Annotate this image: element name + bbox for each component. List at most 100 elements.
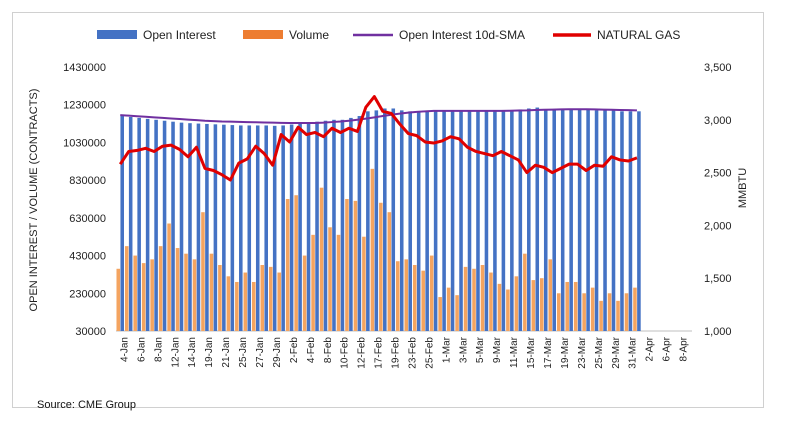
y-tick-label: 30000 bbox=[75, 326, 106, 338]
volume-bar bbox=[616, 300, 620, 331]
volume-bar bbox=[387, 212, 392, 331]
volume-bar bbox=[268, 266, 273, 331]
open-interest-bar bbox=[298, 123, 302, 331]
open-interest-bar bbox=[162, 120, 167, 331]
x-tick-label: 15-Mar bbox=[526, 336, 537, 368]
legend-label: Volume bbox=[289, 28, 329, 42]
volume-bar bbox=[446, 287, 451, 331]
volume-bar bbox=[582, 293, 586, 331]
volume-bar bbox=[523, 253, 527, 331]
volume-bar bbox=[243, 272, 248, 331]
open-interest-bar bbox=[628, 111, 633, 331]
x-tick-label: 9-Mar bbox=[492, 336, 503, 363]
open-interest-bar bbox=[484, 110, 489, 332]
volume-bar bbox=[167, 223, 171, 331]
x-tick-label: 23-Mar bbox=[577, 336, 588, 368]
open-interest-bar bbox=[450, 110, 455, 332]
volume-bar bbox=[235, 281, 239, 331]
volume-bar bbox=[497, 283, 502, 331]
x-tick-label: 21-Jan bbox=[221, 337, 232, 368]
volume-bar bbox=[328, 227, 332, 331]
volume-bar bbox=[480, 265, 485, 331]
open-interest-bar bbox=[577, 109, 582, 331]
open-interest-bar bbox=[586, 109, 590, 331]
open-interest-bar bbox=[357, 116, 362, 332]
open-interest-bar bbox=[560, 109, 565, 331]
open-interest-bar bbox=[611, 110, 616, 331]
y-tick-label: 630000 bbox=[69, 213, 106, 225]
open-interest-bar bbox=[594, 110, 599, 331]
x-tick-label: 8-Apr bbox=[679, 336, 690, 361]
volume-bar bbox=[133, 255, 137, 331]
open-interest-bar bbox=[535, 107, 540, 332]
volume-bar bbox=[590, 287, 595, 331]
volume-bar bbox=[175, 248, 180, 331]
open-interest-bar bbox=[281, 125, 285, 331]
open-interest-bar bbox=[501, 110, 506, 331]
x-tick-label: 6-Apr bbox=[662, 336, 673, 361]
volume-bar bbox=[514, 276, 519, 331]
volume-bar bbox=[353, 200, 358, 331]
x-tick-label: 27-Jan bbox=[255, 337, 266, 368]
legend-swatch bbox=[97, 30, 137, 39]
x-tick-label: 25-Feb bbox=[424, 337, 435, 369]
legend-label: Open Interest 10d-SMA bbox=[399, 28, 525, 42]
open-interest-bar bbox=[171, 121, 175, 331]
volume-bar bbox=[277, 272, 281, 331]
volume-bar bbox=[455, 295, 459, 331]
volume-bar bbox=[421, 270, 425, 331]
x-tick-label: 17-Mar bbox=[543, 336, 554, 368]
volume-bar bbox=[362, 236, 366, 331]
volume-bars bbox=[116, 168, 637, 331]
x-tick-label: 12-Jan bbox=[170, 337, 181, 368]
volume-bar bbox=[124, 246, 129, 331]
volume-bar bbox=[565, 281, 569, 331]
y-tick-label: 230000 bbox=[69, 288, 106, 300]
volume-bar bbox=[463, 266, 468, 331]
open-interest-bar bbox=[145, 118, 150, 331]
open-interest-bar bbox=[222, 124, 226, 332]
volume-bar bbox=[540, 278, 544, 331]
y2-tick-label: 2,000 bbox=[704, 220, 732, 232]
volume-bar bbox=[472, 268, 476, 331]
chart: Open Interest Volume Open Interest 10d-SMA… bbox=[28, 28, 749, 369]
volume-bar bbox=[260, 265, 265, 331]
legend-label: Open Interest bbox=[143, 28, 216, 42]
y2-tick-label: 3,000 bbox=[704, 115, 732, 127]
legend-label: NATURAL GAS bbox=[597, 28, 680, 42]
x-tick-label: 19-Feb bbox=[391, 337, 402, 369]
volume-bar bbox=[226, 276, 231, 331]
x-tick-label: 19-Mar bbox=[560, 336, 571, 368]
x-tick-label: 10-Feb bbox=[340, 337, 351, 369]
open-interest-bar bbox=[552, 109, 556, 331]
x-tick-label: 2-Apr bbox=[645, 336, 656, 361]
volume-bar bbox=[150, 259, 154, 331]
open-interest-bar bbox=[637, 111, 641, 331]
volume-bar bbox=[379, 202, 383, 331]
volume-bar bbox=[319, 187, 324, 331]
open-interest-bar bbox=[510, 110, 514, 331]
open-interest-bar bbox=[230, 125, 235, 331]
open-interest-bar bbox=[349, 117, 353, 332]
open-interest-bar bbox=[416, 111, 421, 331]
x-tick-label: 14-Jan bbox=[187, 337, 198, 368]
open-interest-bar bbox=[569, 109, 573, 331]
open-interest-bar bbox=[620, 111, 624, 331]
open-interest-bar bbox=[213, 124, 218, 331]
open-interest-bar bbox=[289, 124, 294, 331]
x-tick-label: 19-Jan bbox=[204, 337, 215, 368]
volume-bar bbox=[548, 259, 553, 331]
volume-bar bbox=[599, 300, 603, 331]
open-interest-bar bbox=[467, 110, 472, 332]
open-interest-bar bbox=[315, 121, 319, 331]
open-interest-bar bbox=[366, 111, 370, 331]
volume-bar bbox=[404, 259, 409, 331]
volume-bar bbox=[209, 253, 214, 331]
open-interest-bar bbox=[459, 110, 463, 332]
open-interest-bar bbox=[255, 125, 260, 331]
open-interest-bar bbox=[399, 110, 404, 331]
volume-bar bbox=[294, 195, 298, 331]
volume-bar bbox=[429, 255, 434, 331]
x-tick-label: 29-Jan bbox=[272, 337, 283, 368]
series-lines bbox=[118, 95, 638, 182]
